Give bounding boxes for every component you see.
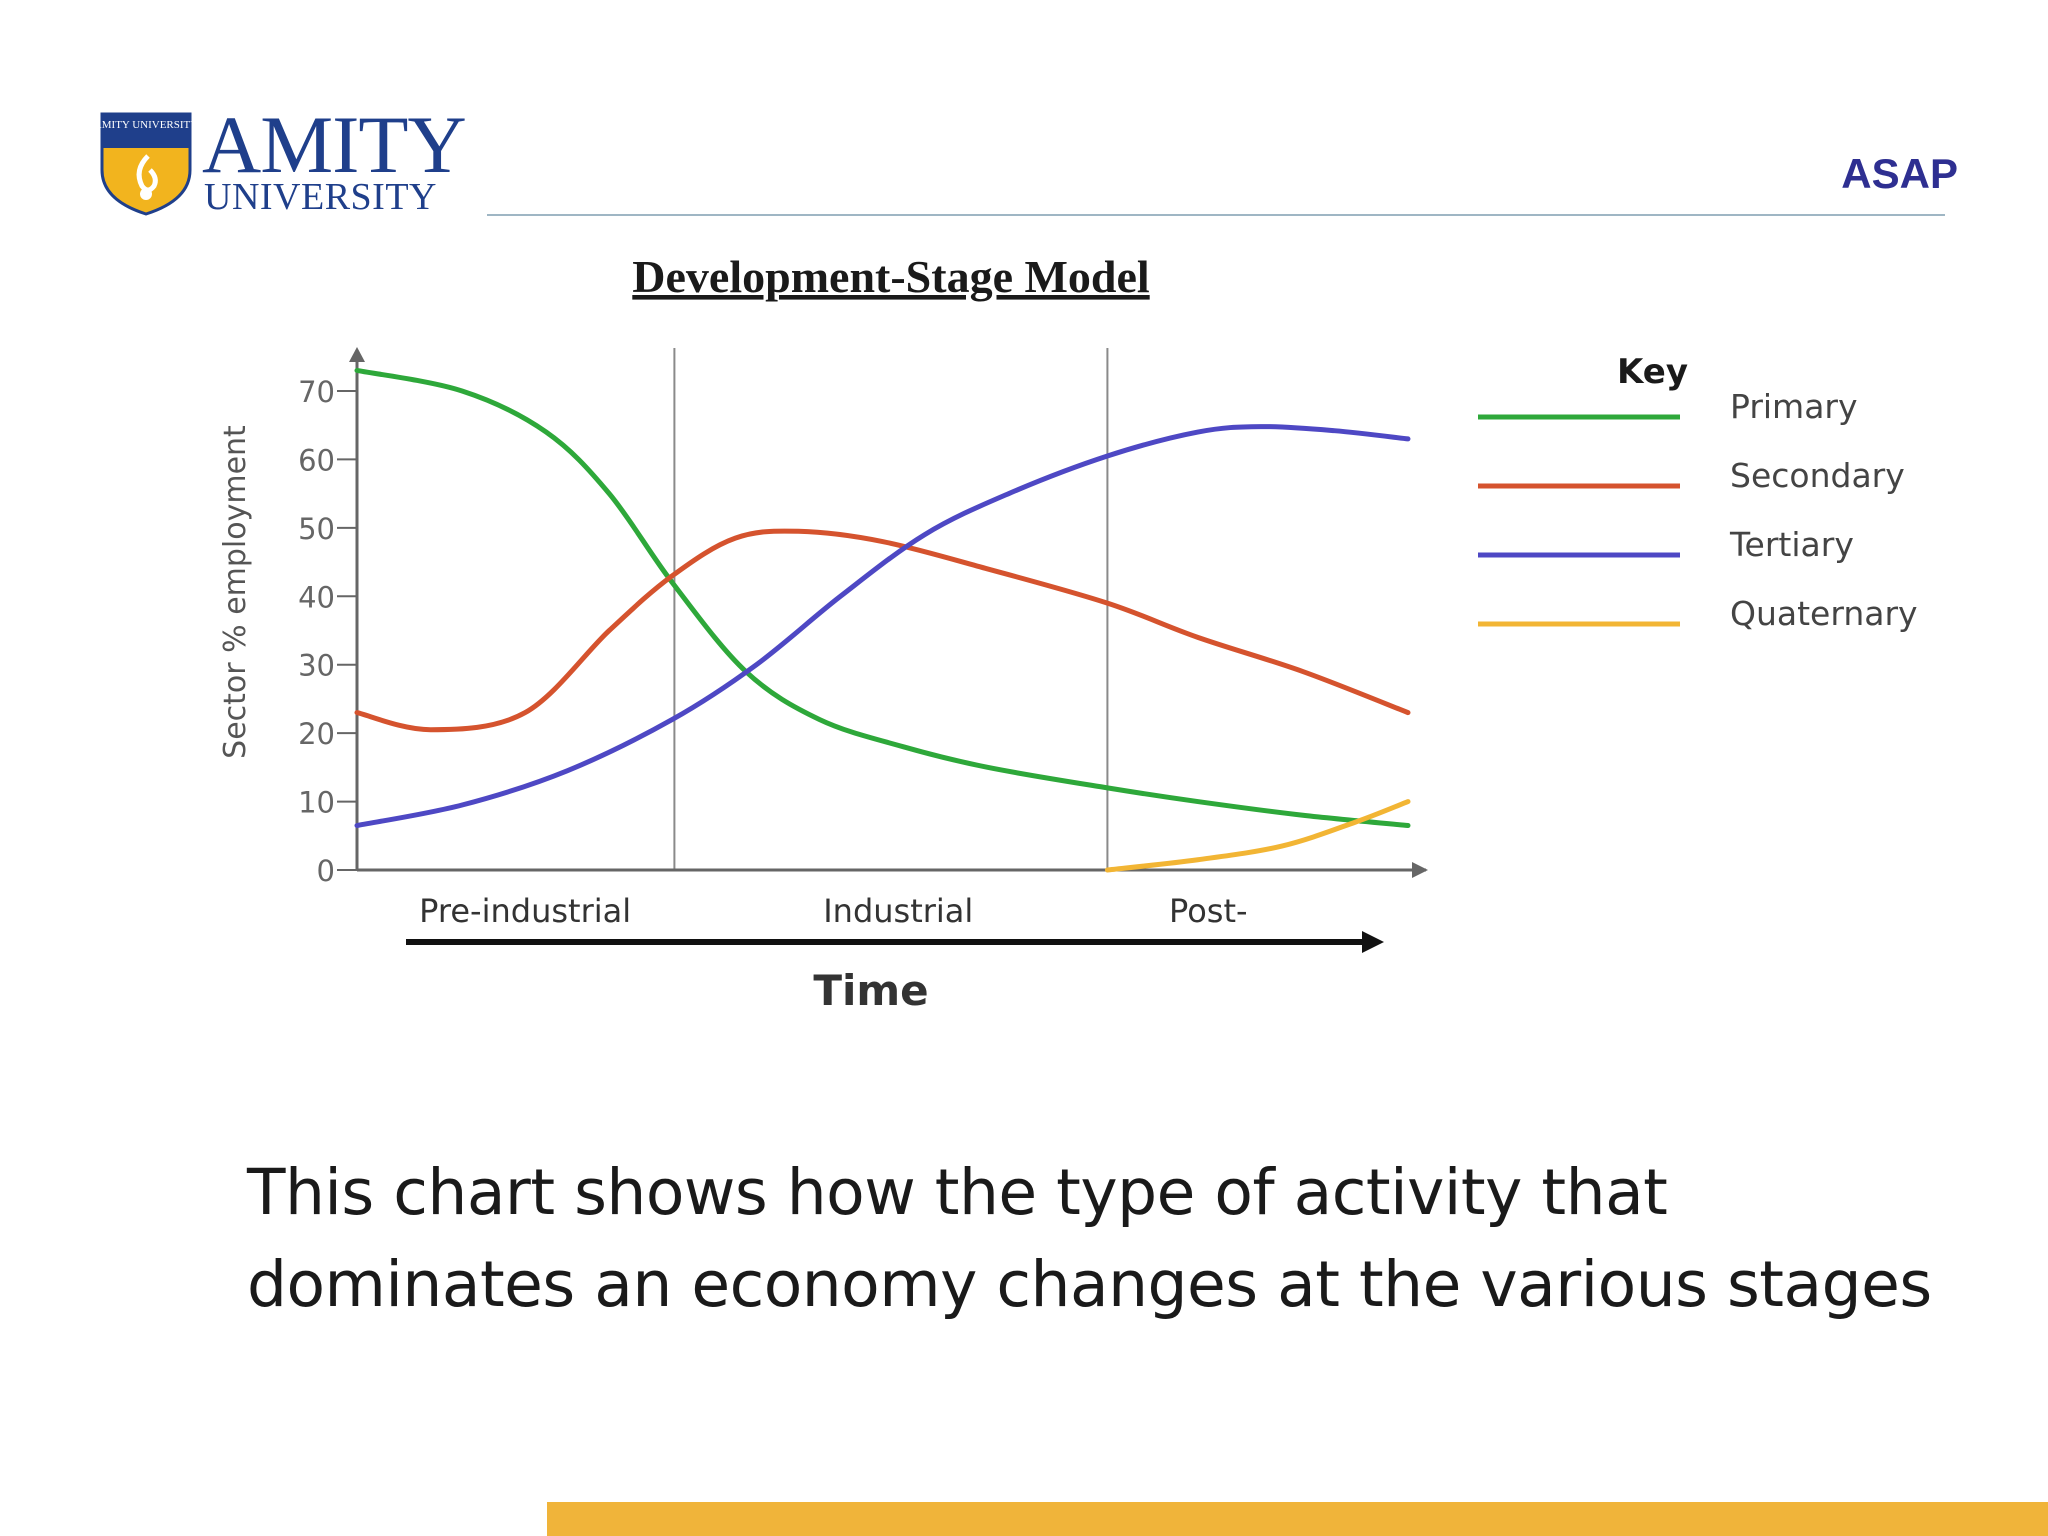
y-tick-label-30: 30 [298,649,335,683]
x-axis-arrow [1412,862,1428,878]
y-tick-label-60: 60 [298,443,335,477]
y-tick-label-70: 70 [298,375,335,409]
crest-text: AMITY UNIVERSITY [98,119,194,131]
stage-label-3: Post- [1169,892,1248,930]
footer-bar [547,1502,2048,1536]
y-tick-label-40: 40 [298,580,335,614]
y-axis-arrow [349,347,365,362]
caption-line-2: dominates an economy changes at the vari… [247,1248,1932,1321]
legend-label-primary: Primary [1730,387,1858,426]
header-divider [487,214,1945,216]
logo-subtitle: UNIVERSITY [204,176,437,218]
series-line-tertiary [354,424,1411,829]
series-line-secondary [354,528,1411,733]
stage-label-1: Pre-industrial [419,892,631,930]
y-axis-label: Sector % employment [218,425,253,759]
caption-line-1: This chart shows how the type of activit… [247,1156,1668,1229]
y-tick-label-0: 0 [317,854,335,888]
amity-logo: AMITY UNIVERSITY AMITY UNIVERSITY [98,104,467,218]
series-line-quaternary [1104,799,1411,873]
legend-title: Key [1617,352,1688,392]
chart-title: Development-Stage Model [632,251,1149,302]
y-tick-label-10: 10 [298,786,335,820]
stage-label-2: Industrial [823,892,973,930]
legend-label-quaternary: Quaternary [1730,594,1918,633]
legend-label-tertiary: Tertiary [1729,525,1854,564]
crest-icon: AMITY UNIVERSITY [98,112,194,216]
y-tick-label-20: 20 [298,717,335,751]
x-axis-label: Time [813,966,928,1015]
caption: This chart shows how the type of activit… [247,1147,2007,1331]
legend-label-secondary: Secondary [1730,456,1905,495]
series-line-primary [354,367,1411,829]
time-arrow-head [1362,931,1384,953]
logo-name: AMITY [202,99,467,190]
development-stage-chart: Development-Stage Model Sector % employm… [218,251,1918,1015]
y-tick-label-50: 50 [298,512,335,546]
header-tag: ASAP [1841,150,1958,197]
